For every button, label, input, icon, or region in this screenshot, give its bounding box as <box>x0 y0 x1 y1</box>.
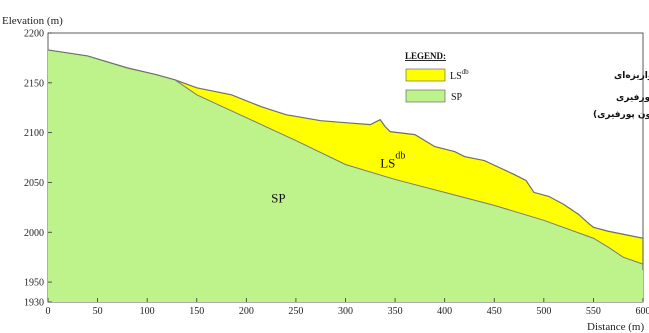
legend-label-sp: مصالح مونزونیت پورفیری <box>616 93 649 103</box>
unit-labels: LSdb SP <box>271 151 405 206</box>
ground-surface-line <box>47 49 644 271</box>
unit-label-sp: SP <box>271 190 285 205</box>
x-tick-label: 0 <box>46 306 51 317</box>
x-tick-label: 350 <box>388 306 403 317</box>
legend-code-ls: LSdb <box>450 68 469 82</box>
x-tick-label: 500 <box>536 306 551 317</box>
legend-swatch-sp <box>405 89 446 103</box>
legend-code-sp: SP <box>451 92 463 103</box>
legend-title: LEGEND: <box>405 51 446 61</box>
legend-label-sp-2: (سونگون پورفیری) <box>593 108 649 120</box>
ls-unit-area <box>174 79 643 265</box>
y-tick-label: 2200 <box>24 29 44 40</box>
unit-contact-line <box>174 79 644 265</box>
x-tick-label: 200 <box>239 306 254 317</box>
y-tick-label: 2150 <box>24 78 44 89</box>
y-tick-label: 2050 <box>24 178 44 189</box>
x-tick-label: 400 <box>437 306 452 317</box>
x-tick-label: 150 <box>189 306 204 317</box>
y-tick-label: 1950 <box>24 278 44 289</box>
x-tick-label: 450 <box>487 306 502 317</box>
y-axis-title: Elevation (m) <box>2 15 63 27</box>
x-axis: 0 50 100 150 200 250 300 350 400 450 500 550 600 <box>46 298 649 317</box>
sp-unit-area <box>48 49 643 302</box>
y-axis: 1930 1950 2000 2050 2100 2150 2200 <box>24 29 52 309</box>
unit-label-ls: LSdb <box>380 151 405 171</box>
x-axis-title: Distance (m) <box>587 321 644 333</box>
legend-label-ls: مصالح واریزه‌ای <box>614 71 649 81</box>
legend-swatch-ls <box>405 68 446 82</box>
x-tick-label: 600 <box>636 306 649 317</box>
x-tick-label: 300 <box>338 306 353 317</box>
x-tick-label: 250 <box>288 306 303 317</box>
y-tick-label: 2100 <box>24 128 44 139</box>
x-tick-label: 550 <box>586 306 601 317</box>
x-tick-label: 100 <box>140 306 155 317</box>
y-tick-label: 2000 <box>24 228 44 239</box>
legend: LEGEND: LSdb مصالح واریزه‌ای SP مصالح مو… <box>405 51 649 120</box>
x-tick-label: 50 <box>93 306 103 317</box>
y-tick-label: 1930 <box>24 298 44 309</box>
